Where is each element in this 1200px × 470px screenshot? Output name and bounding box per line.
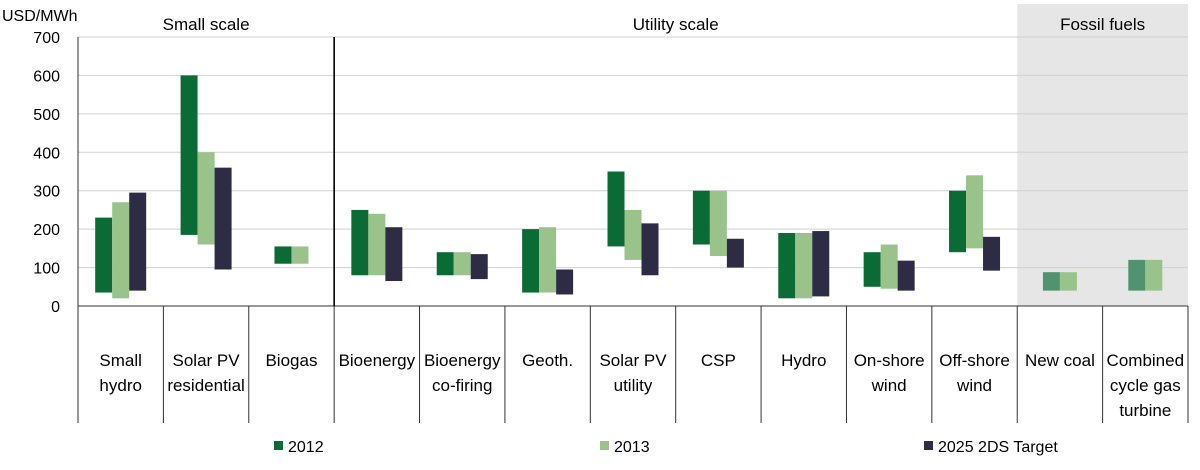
- bar-0-9: [863, 252, 881, 287]
- category-label-7-0: CSP: [701, 351, 736, 370]
- y-tick-label-400: 400: [33, 145, 60, 162]
- category-label-5-0: Geoth.: [522, 351, 573, 370]
- category-label-9-1: wind: [871, 376, 907, 395]
- bar-fossil-11-a: [1042, 272, 1060, 291]
- group-shade-2: [1017, 4, 1188, 306]
- bar-0-0: [95, 217, 113, 293]
- bar-2-5: [556, 269, 574, 295]
- bar-0-7: [692, 190, 710, 245]
- bar-1-8: [795, 232, 813, 299]
- legend-swatch-1: [600, 441, 609, 450]
- category-label-0-1: hydro: [99, 376, 142, 395]
- y-tick-label-200: 200: [33, 222, 60, 239]
- labels-layer: 0 100 200 300 400 500 600 700 USD/MWh Small scale…: [2, 8, 1184, 420]
- bar-fossil-12-a: [1128, 259, 1146, 291]
- legend-label-1: 2013: [614, 439, 650, 456]
- bar-2-4: [470, 254, 488, 280]
- bar-2-6: [641, 223, 659, 276]
- category-label-1-0: Solar PV: [173, 351, 241, 370]
- category-label-6-1: utility: [614, 376, 653, 395]
- bar-2-9: [897, 260, 915, 291]
- category-label-10-0: Off-shore: [939, 351, 1010, 370]
- category-label-6-0: Solar PV: [599, 351, 667, 370]
- bars-layer: [95, 75, 1163, 299]
- category-label-9-0: On-shore: [854, 351, 925, 370]
- category-label-12-2: turbine: [1119, 401, 1171, 420]
- category-label-12-0: Combined: [1107, 351, 1185, 370]
- y-tick-label-700: 700: [33, 30, 60, 47]
- bar-1-2: [291, 246, 309, 264]
- bar-1-1: [197, 152, 215, 245]
- bar-2-0: [129, 192, 147, 291]
- bar-1-10: [966, 175, 984, 249]
- y-tick-label-500: 500: [33, 107, 60, 124]
- bar-2-7: [726, 238, 744, 268]
- bar-0-2: [274, 246, 292, 264]
- bar-2-8: [812, 231, 830, 297]
- category-label-12-1: cycle gas: [1110, 376, 1181, 395]
- bar-2-3: [385, 227, 403, 282]
- y-tick-label-0: 0: [51, 299, 60, 316]
- bar-1-9: [880, 244, 898, 289]
- category-label-0-0: Small: [99, 351, 142, 370]
- y-unit-label: USD/MWh: [2, 8, 78, 25]
- bar-1-4: [453, 252, 471, 276]
- legend-swatch-2: [924, 441, 933, 450]
- bar-fossil-12-b: [1145, 259, 1163, 291]
- bar-0-3: [351, 209, 369, 276]
- bar-2-10: [983, 236, 1001, 271]
- bar-0-4: [436, 252, 454, 276]
- bar-1-6: [624, 209, 642, 260]
- category-label-4-1: co-firing: [432, 376, 492, 395]
- legend-label-2: 2025 2DS Target: [938, 439, 1058, 456]
- bar-0-6: [607, 171, 625, 247]
- category-label-8-0: Hydro: [781, 351, 826, 370]
- bar-1-0: [112, 202, 130, 299]
- y-tick-label-100: 100: [33, 261, 60, 278]
- category-label-4-0: Bioenergy: [424, 351, 501, 370]
- group-background-layer: [1017, 4, 1188, 306]
- bar-1-7: [709, 190, 727, 257]
- group-label-1: Utility scale: [633, 15, 719, 34]
- bar-0-8: [778, 232, 796, 299]
- axes-layer: [77, 37, 1189, 423]
- category-label-11-0: New coal: [1025, 351, 1095, 370]
- legend-swatch-0: [274, 441, 283, 450]
- legend-label-0: 2012: [288, 439, 324, 456]
- legend-layer: 2012 2013 2025 2DS Target: [274, 439, 1058, 456]
- bar-1-5: [539, 227, 557, 293]
- category-label-2-0: Biogas: [265, 351, 317, 370]
- bar-0-10: [949, 190, 967, 253]
- bar-0-5: [522, 229, 540, 293]
- gridlines-layer: [78, 36, 1188, 269]
- bar-2-1: [214, 167, 232, 270]
- bar-fossil-11-b: [1059, 272, 1077, 291]
- y-tick-label-300: 300: [33, 184, 60, 201]
- category-label-1-1: residential: [167, 376, 245, 395]
- group-label-2: Fossil fuels: [1060, 15, 1145, 34]
- group-label-0: Small scale: [163, 15, 250, 34]
- y-tick-label-600: 600: [33, 68, 60, 85]
- category-label-10-1: wind: [956, 376, 992, 395]
- bar-1-3: [368, 213, 386, 276]
- category-label-3-0: Bioenergy: [339, 351, 416, 370]
- bar-0-1: [180, 75, 198, 235]
